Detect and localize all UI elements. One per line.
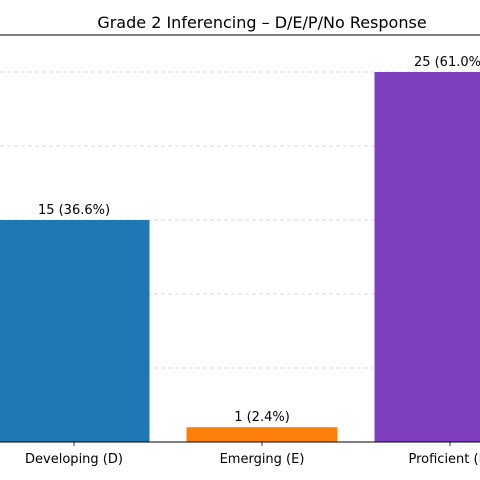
bar-value-label: 1 (2.4%) bbox=[234, 410, 290, 425]
bars bbox=[0, 72, 480, 442]
x-tick-label: Proficient (P) bbox=[408, 452, 480, 467]
data-labels: 15 (36.6%) 1 (2.4%) 25 (61.0%) bbox=[38, 55, 480, 425]
bar-value-label: 25 (61.0%) bbox=[414, 55, 480, 70]
bar bbox=[374, 72, 480, 442]
bar bbox=[0, 220, 150, 442]
x-tick-label: Developing (D) bbox=[25, 452, 123, 467]
bar bbox=[186, 427, 338, 442]
x-tick-label: Emerging (E) bbox=[220, 452, 305, 467]
chart-title: Grade 2 Inferencing – D/E/P/No Response bbox=[97, 13, 426, 32]
x-tick-labels: Developing (D) Emerging (E) Proficient (P) bbox=[25, 442, 480, 467]
bar-value-label: 15 (36.6%) bbox=[38, 203, 110, 218]
